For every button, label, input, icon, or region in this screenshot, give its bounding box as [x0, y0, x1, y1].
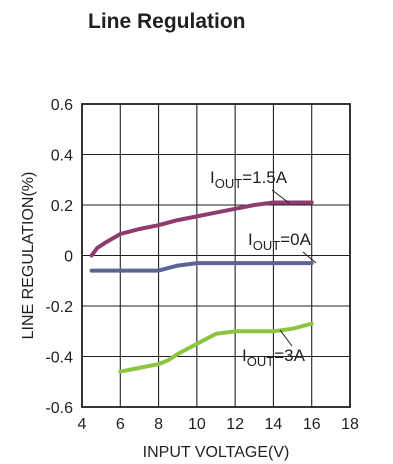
x-tick-label: 6: [116, 416, 125, 433]
x-tick-label: 4: [78, 416, 87, 433]
y-tick-label: 0: [64, 249, 73, 266]
series-label-sub: OUT: [215, 176, 243, 191]
y-tick-label: -0.6: [45, 400, 73, 417]
series-label-sub: OUT: [253, 238, 281, 253]
x-tick-label: 12: [226, 416, 244, 433]
x-tick-label: 16: [303, 416, 321, 433]
plot-frame: [81, 103, 351, 408]
y-tick-label: 0.4: [51, 148, 73, 165]
chart-title: Line Regulation: [88, 10, 246, 33]
y-axis-label: LINE REGULATION(%): [20, 172, 37, 340]
series-label-tail: =1.5A: [242, 168, 288, 187]
series-label-leader: [271, 189, 290, 204]
y-tick-label: 0.2: [51, 198, 73, 215]
series-label-0: IOUT=1.5A: [210, 168, 288, 191]
series-label-tail: =0A: [280, 230, 311, 249]
series-label-main: I: [210, 168, 215, 187]
series-label-1: IOUT=0A: [248, 230, 312, 253]
series-label-sub: OUT: [247, 354, 275, 369]
x-tick-label: 10: [188, 416, 206, 433]
x-tick-label: 14: [265, 416, 283, 433]
series-line-2: [118, 321, 314, 374]
x-axis-label: INPUT VOLTAGE(V): [143, 444, 290, 461]
series-label-main: I: [248, 230, 253, 249]
y-tick-label: 0.6: [51, 97, 73, 114]
x-tick-label: 18: [341, 416, 359, 433]
x-tick-label: 8: [154, 416, 163, 433]
series-layer: [89, 200, 314, 374]
grid: [81, 103, 351, 408]
y-tick-label: -0.2: [45, 299, 73, 316]
series-label-tail: =3A: [274, 346, 305, 365]
series-label-leader: [302, 251, 317, 264]
series-line-0: [89, 200, 314, 258]
tick-labels: 4 6 8 10 12 14 16 18 -0.6 -0.4 -0.2 0 0.2 0.4 0.6: [45, 97, 359, 433]
series-label-main: I: [242, 346, 247, 365]
series-label-leader: [279, 329, 293, 347]
series-line-1: [89, 261, 314, 273]
y-tick-label: -0.4: [45, 350, 73, 367]
series-label-2: IOUT=3A: [242, 346, 306, 369]
